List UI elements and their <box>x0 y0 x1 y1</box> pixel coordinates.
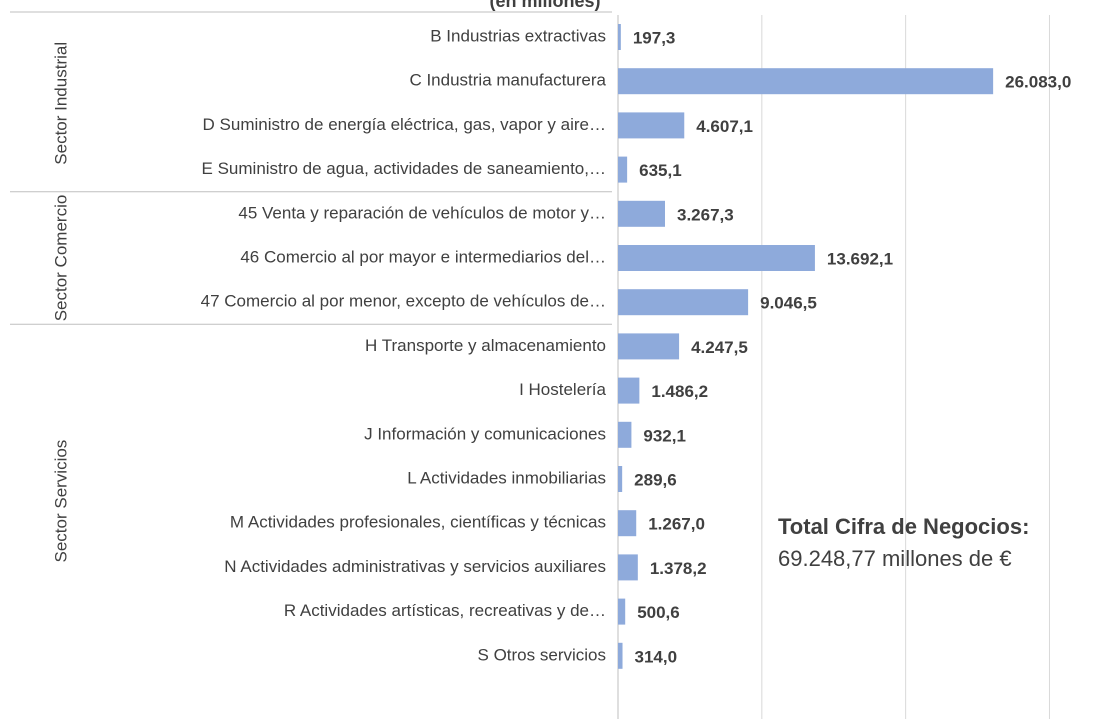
value-label: 314,0 <box>635 647 678 666</box>
value-label: 4.247,5 <box>691 338 748 357</box>
category-label: N Actividades administrativas y servicio… <box>224 557 606 576</box>
value-label: 1.267,0 <box>648 515 705 534</box>
bar <box>618 377 640 404</box>
category-label: 45 Venta y reparación de vehículos de mo… <box>238 203 606 222</box>
category-label: 47 Comercio al por menor, excepto de veh… <box>201 292 606 311</box>
value-label: 500,6 <box>637 603 680 622</box>
category-label: L Actividades inmobiliarias <box>407 468 606 487</box>
category-label: J Información y comunicaciones <box>364 424 606 443</box>
category-label: D Suministro de energía eléctrica, gas, … <box>203 115 606 134</box>
value-label: 635,1 <box>639 161 682 180</box>
bar <box>618 554 638 581</box>
group-label: Sector Industrial <box>51 42 70 165</box>
value-label: 13.692,1 <box>827 249 893 268</box>
annotation-title: Total Cifra de Negocios: <box>778 514 1029 539</box>
value-label: 932,1 <box>643 426 686 445</box>
value-label: 3.267,3 <box>677 205 734 224</box>
bar <box>618 466 623 492</box>
bar <box>618 421 632 448</box>
value-label: 9.046,5 <box>760 294 817 313</box>
bar <box>618 289 749 316</box>
category-label: E Suministro de agua, actividades de san… <box>202 159 606 178</box>
category-label: R Actividades artísticas, recreativas y … <box>284 601 606 620</box>
bar <box>618 510 637 537</box>
category-label: I Hostelería <box>519 380 606 399</box>
bar <box>618 24 621 50</box>
group-label: Sector Comercio <box>51 195 70 322</box>
value-label: 289,6 <box>634 470 677 489</box>
bar <box>618 245 815 271</box>
bar <box>618 112 685 139</box>
chart-subtitle: (en millones) <box>489 0 600 11</box>
annotation-text: 69.248,77 millones de € <box>778 546 1012 571</box>
category-label: S Otros servicios <box>478 645 606 664</box>
category-label: 46 Comercio al por mayor e intermediario… <box>240 247 606 266</box>
category-label: C Industria manufacturera <box>409 71 606 90</box>
value-label: 26.083,0 <box>1005 73 1071 92</box>
bar <box>618 200 665 227</box>
value-label: 4.607,1 <box>696 117 753 136</box>
category-label: B Industrias extractivas <box>430 26 606 45</box>
bar <box>618 598 626 625</box>
bar <box>618 642 623 669</box>
value-label: 1.486,2 <box>651 382 708 401</box>
bar <box>618 68 994 95</box>
bar <box>618 333 680 360</box>
bar <box>618 156 628 183</box>
value-label: 1.378,2 <box>650 559 707 578</box>
category-label: H Transporte y almacenamiento <box>365 336 606 355</box>
value-label: 197,3 <box>633 28 676 47</box>
category-label: M Actividades profesionales, científicas… <box>230 513 606 532</box>
group-label: Sector Servicios <box>51 440 70 563</box>
